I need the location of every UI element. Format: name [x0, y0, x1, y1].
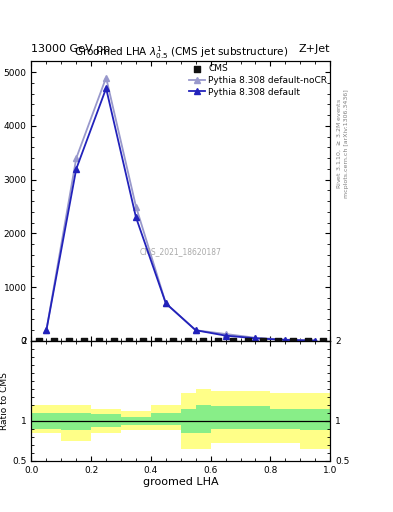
CMS — [95, 337, 102, 345]
Line: Pythia 8.308 default-noCR: Pythia 8.308 default-noCR — [43, 74, 319, 344]
Pythia 8.308 default — [163, 300, 168, 306]
CMS — [275, 337, 281, 345]
Pythia 8.308 default — [253, 335, 258, 342]
Text: 13000 GeV pp: 13000 GeV pp — [31, 44, 110, 54]
Pythia 8.308 default-noCR — [193, 327, 198, 333]
CMS — [36, 337, 42, 345]
Line: Pythia 8.308 default: Pythia 8.308 default — [43, 85, 319, 344]
Pythia 8.308 default — [223, 333, 228, 339]
CMS — [155, 337, 162, 345]
CMS — [81, 337, 87, 345]
Pythia 8.308 default — [44, 327, 49, 333]
CMS — [230, 337, 236, 345]
CMS — [200, 337, 206, 345]
Pythia 8.308 default — [104, 85, 108, 91]
CMS — [320, 337, 326, 345]
Y-axis label: Ratio to CMS: Ratio to CMS — [0, 372, 9, 430]
Pythia 8.308 default-noCR — [313, 337, 318, 344]
CMS — [290, 337, 296, 345]
Text: Z+Jet: Z+Jet — [299, 44, 330, 54]
Pythia 8.308 default-noCR — [283, 336, 288, 343]
Pythia 8.308 default-noCR — [104, 74, 108, 80]
Pythia 8.308 default-noCR — [74, 155, 79, 161]
Pythia 8.308 default-noCR — [44, 327, 49, 333]
Legend: CMS, Pythia 8.308 default-noCR, Pythia 8.308 default: CMS, Pythia 8.308 default-noCR, Pythia 8… — [189, 64, 327, 97]
Text: Rivet 3.1.10, $\geq$ 3.2M events: Rivet 3.1.10, $\geq$ 3.2M events — [336, 98, 343, 189]
Pythia 8.308 default — [74, 166, 79, 172]
Title: Groomed LHA $\lambda^{1}_{0.5}$ (CMS jet substructure): Groomed LHA $\lambda^{1}_{0.5}$ (CMS jet… — [73, 45, 288, 61]
CMS — [66, 337, 72, 345]
Pythia 8.308 default — [313, 337, 318, 344]
Text: CMS_2021_18620187: CMS_2021_18620187 — [140, 247, 222, 256]
Pythia 8.308 default-noCR — [253, 335, 258, 341]
Pythia 8.308 default-noCR — [163, 300, 168, 306]
Y-axis label: $\frac{1}{\mathrm{d}N}\,/\,\mathrm{d}\lambda$: $\frac{1}{\mathrm{d}N}\,/\,\mathrm{d}\la… — [0, 186, 1, 216]
Pythia 8.308 default — [193, 327, 198, 333]
CMS — [215, 337, 221, 345]
Pythia 8.308 default-noCR — [223, 331, 228, 337]
CMS — [170, 337, 176, 345]
Pythia 8.308 default-noCR — [134, 203, 138, 210]
X-axis label: groomed LHA: groomed LHA — [143, 477, 219, 487]
CMS — [305, 337, 311, 345]
CMS — [125, 337, 132, 345]
CMS — [185, 337, 191, 345]
Text: mcplots.cern.ch [arXiv:1306.3436]: mcplots.cern.ch [arXiv:1306.3436] — [344, 89, 349, 198]
CMS — [51, 337, 57, 345]
CMS — [245, 337, 251, 345]
CMS — [110, 337, 117, 345]
Pythia 8.308 default — [283, 337, 288, 343]
Pythia 8.308 default — [134, 214, 138, 220]
CMS — [260, 337, 266, 345]
CMS — [140, 337, 147, 345]
